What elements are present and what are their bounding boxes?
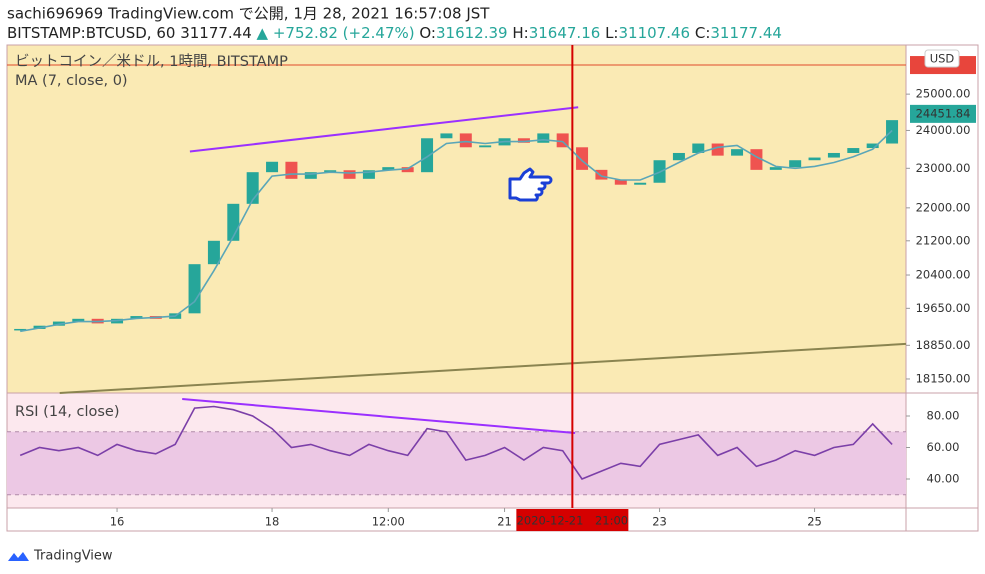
candle	[285, 161, 298, 179]
footer-brand: TradingView	[33, 549, 113, 564]
o-label: O:	[419, 24, 436, 42]
candle	[595, 169, 608, 180]
y-tick-label: 21200.00	[916, 233, 971, 247]
candle	[421, 138, 434, 173]
candle	[789, 160, 802, 168]
rsi-band	[7, 431, 906, 495]
frame	[6, 44, 979, 532]
candle	[866, 143, 879, 149]
candle	[847, 148, 860, 153]
candle	[827, 152, 840, 158]
candle	[266, 161, 279, 173]
candle	[459, 133, 472, 148]
logo: TradingView	[8, 549, 113, 564]
candle	[517, 138, 530, 143]
series-line	[19, 405, 893, 480]
trendline	[182, 398, 576, 434]
x-tick-label: 25	[807, 515, 822, 529]
trendline	[189, 106, 579, 153]
currency: USD	[930, 52, 955, 66]
candle	[343, 170, 356, 179]
x-tick-label: 18	[265, 515, 280, 529]
l: 31107.46	[618, 24, 690, 42]
x-tick-label: 23	[652, 515, 667, 529]
y-tick-label: 80.00	[927, 409, 960, 423]
h: 31647.16	[529, 24, 601, 42]
y-tick-label: 19650.00	[916, 301, 971, 315]
candle	[188, 264, 201, 314]
y-tick-label: 23000.00	[916, 161, 971, 175]
candle	[401, 167, 414, 173]
x-tick-label: 12:00	[372, 515, 405, 529]
o: 31612.39	[436, 24, 508, 42]
c: 31177.44	[710, 24, 782, 42]
candle	[207, 240, 220, 265]
pointing-hand-icon	[508, 167, 553, 202]
candle	[614, 179, 627, 185]
crosshair-label: 2020-12-21 21:00	[517, 514, 628, 528]
candle	[246, 172, 259, 204]
candle	[576, 147, 589, 170]
y-tick-label: 18850.00	[916, 338, 971, 352]
header-ohlc: BITSTAMP:BTCUSD, 60 31177.44 ▲ +752.82 (…	[7, 24, 782, 42]
series-line	[20, 129, 893, 333]
l-label: L:	[605, 24, 618, 42]
ma-legend: MA (7, close, 0)	[15, 73, 128, 89]
price-panel	[7, 45, 906, 393]
candle	[886, 120, 899, 144]
x-tick-label: 16	[110, 515, 125, 529]
y-tick-label: 25000.00	[916, 87, 971, 101]
candle	[672, 152, 685, 161]
y-tick-label: 24000.00	[916, 123, 971, 137]
symbol: BITSTAMP:BTCUSD, 60 31177.44	[7, 24, 252, 42]
candle	[479, 145, 492, 148]
change: ▲ +752.82 (+2.47%)	[257, 24, 415, 42]
y-tick-label: 18150.00	[916, 371, 971, 385]
y-tick-label: 40.00	[927, 472, 960, 486]
candle	[14, 328, 27, 331]
last-price-label: 24451.84	[916, 106, 971, 120]
price-legend: ビットコイン／米ドル, 1時間, BITSTAMP	[15, 53, 288, 70]
h-label: H:	[512, 24, 528, 42]
candle	[382, 167, 395, 171]
candle	[692, 143, 705, 153]
y-tick-label: 20400.00	[916, 268, 971, 282]
candle	[769, 167, 782, 170]
candle	[808, 157, 821, 161]
y-tick-label: 60.00	[927, 440, 960, 454]
candle	[72, 318, 85, 322]
candle	[304, 172, 317, 179]
trendline	[59, 342, 907, 394]
candle	[130, 316, 143, 319]
c-label: C:	[695, 24, 711, 42]
candle	[634, 182, 647, 185]
header-line: sachi696969 TradingView.com で公開, 1月 28, …	[7, 5, 490, 23]
candle	[731, 149, 744, 156]
last-price-tag	[910, 104, 976, 123]
candle	[362, 170, 375, 179]
rsi-legend: RSI (14, close)	[15, 404, 120, 420]
y-tick-label: 22000.00	[916, 200, 971, 214]
candle	[440, 133, 453, 139]
candle	[711, 143, 724, 156]
currency-box	[924, 49, 960, 68]
crosshair-tag	[516, 509, 629, 531]
x-tick-label: 21	[497, 515, 512, 529]
candle	[324, 170, 337, 173]
candle	[537, 133, 550, 143]
